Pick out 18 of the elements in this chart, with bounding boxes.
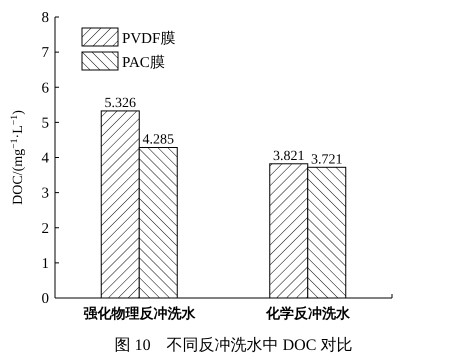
data-label: 3.721: [311, 152, 342, 168]
x-tick-label: 强化物理反冲洗水: [83, 305, 196, 322]
x-tick-label: 化学反冲洗水: [264, 305, 351, 322]
y-tick-label: 3: [42, 186, 49, 202]
y-tick-label: 0: [42, 291, 49, 307]
data-label: 3.821: [273, 148, 304, 164]
y-tick-label: 4: [42, 150, 50, 166]
legend-label: PAC膜: [122, 54, 165, 71]
y-tick-label: 6: [42, 80, 50, 96]
data-label: 5.326: [104, 96, 136, 111]
y-tick-label: 5: [42, 115, 49, 132]
y-tick-label: 1: [42, 256, 49, 272]
legend-label: PVDF膜: [122, 30, 176, 47]
y-tick-label: 8: [42, 10, 49, 26]
y-tick-label: 7: [42, 45, 50, 62]
y-tick-label: 2: [42, 220, 49, 237]
text: 图 10 不同反冲洗水中 DOC 对比: [114, 336, 352, 354]
data-label: 4.285: [142, 132, 174, 148]
